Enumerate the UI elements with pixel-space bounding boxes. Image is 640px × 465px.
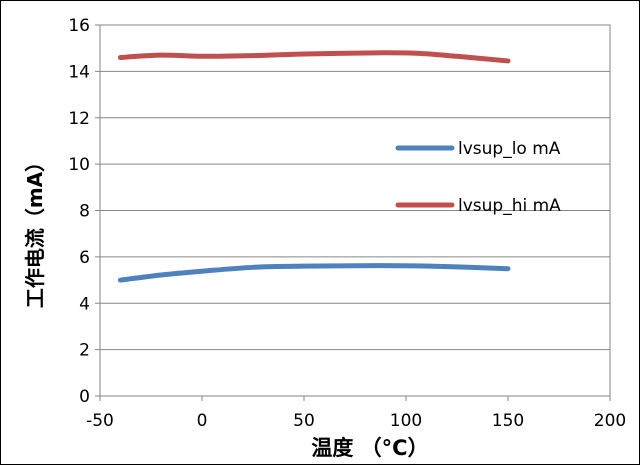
y-tick-label: 14: [68, 62, 90, 82]
y-tick-label: 4: [79, 294, 90, 314]
y-tick-label: 0: [79, 387, 90, 407]
y-axis-title: 工作电流（mA）: [23, 152, 47, 308]
y-tick-label: 2: [79, 341, 90, 361]
x-tick-label: -50: [86, 411, 114, 431]
legend-label: lvsup_lo mA: [458, 139, 561, 159]
series-lines: [117, 50, 511, 283]
y-tick-label: 12: [68, 109, 90, 129]
x-axis-title: 温度 （°C）: [311, 436, 428, 460]
x-tick-label: 0: [197, 411, 208, 431]
legend-label: lvsup_hi mA: [458, 196, 561, 216]
x-tick-label: 200: [594, 411, 626, 431]
legend: lvsup_lo mA lvsup_hi mA: [395, 139, 561, 216]
series-line-lvsup-hi: [117, 50, 511, 64]
y-tick-label: 16: [68, 16, 90, 36]
x-tick-label: 50: [293, 411, 315, 431]
y-tick-label: 6: [79, 248, 90, 268]
series-line-lvsup-lo: [117, 263, 511, 283]
x-tick-label: 150: [492, 411, 524, 431]
x-tick-label: 100: [390, 411, 422, 431]
y-tick-label: 10: [68, 155, 90, 175]
y-tick-label: 8: [79, 202, 90, 222]
tick-labels: 0 2 4 6 8 10 12 14 16 -50 0 50 100 150 200: [68, 16, 626, 431]
